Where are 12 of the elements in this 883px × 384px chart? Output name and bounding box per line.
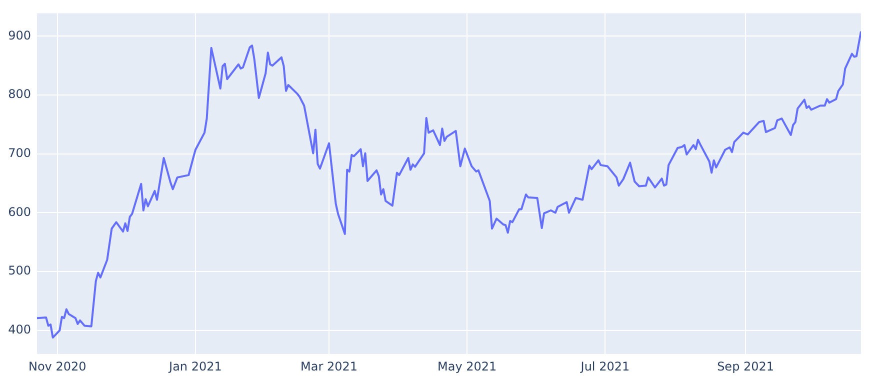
y-tick-label: 500 xyxy=(8,264,31,278)
y-tick-label: 900 xyxy=(8,28,31,42)
x-tick-label: Jul 2021 xyxy=(580,359,630,374)
y-tick-label: 400 xyxy=(8,322,31,337)
y-tick-label: 800 xyxy=(8,87,31,102)
x-tick-label: Sep 2021 xyxy=(717,359,774,374)
x-tick-label: Mar 2021 xyxy=(300,359,358,374)
x-tick-label: Jan 2021 xyxy=(168,359,222,374)
y-tick-label: 600 xyxy=(8,204,31,219)
x-tick-label: Nov 2020 xyxy=(28,359,86,374)
x-tick-label: May 2021 xyxy=(438,359,497,374)
y-tick-label: 700 xyxy=(8,146,31,160)
